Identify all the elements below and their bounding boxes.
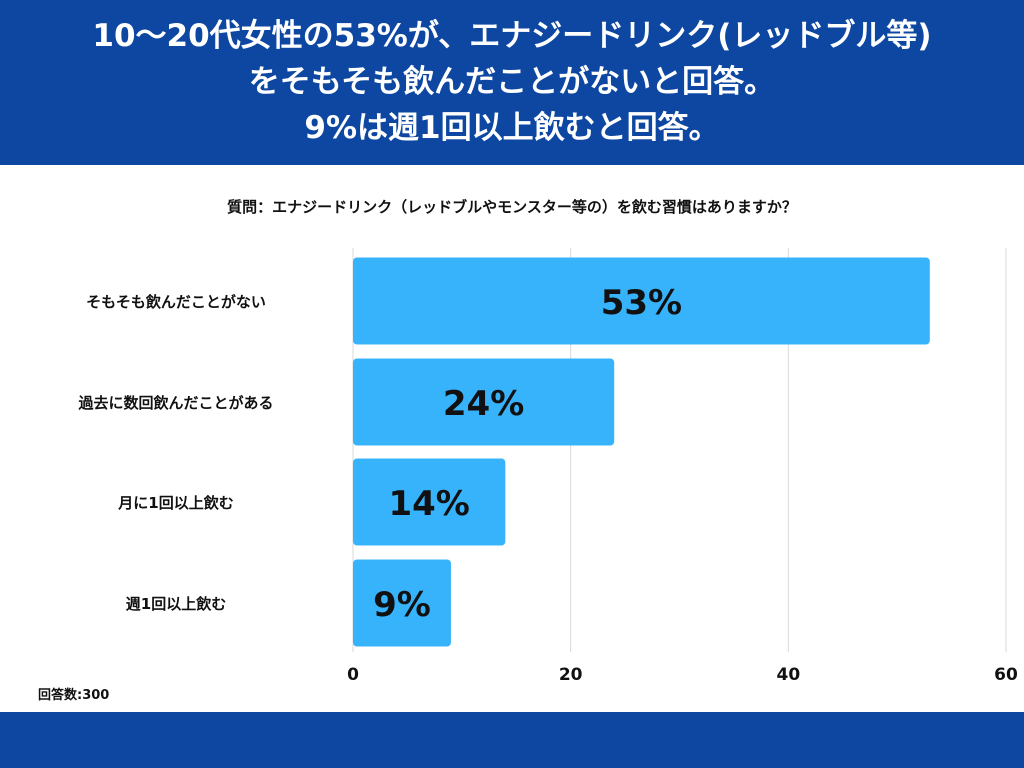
headline: 10〜20代女性の53%が、エナジードリンク(レッドブル等) をそもそも飲んだこ… bbox=[0, 0, 1024, 151]
data-label: 14% bbox=[388, 484, 469, 524]
bar bbox=[353, 458, 506, 546]
data-label: 24% bbox=[443, 384, 524, 424]
x-tick-label: 40 bbox=[776, 665, 800, 685]
x-tick-label: 20 bbox=[559, 665, 583, 685]
chart-title: 質問：エナジードリンク（レッドブルやモンスター等の）を飲む習慣はありますか？ bbox=[227, 198, 797, 216]
header-banner: 10〜20代女性の53%が、エナジードリンク(レッドブル等) をそもそも飲んだこ… bbox=[0, 0, 1024, 165]
headline-line-2: をそもそも飲んだことがないと回答。 bbox=[248, 64, 776, 100]
x-tick-label: 60 bbox=[994, 665, 1018, 685]
respondent-count: 回答数:300 bbox=[38, 688, 110, 703]
data-label: 9% bbox=[373, 585, 431, 625]
bar bbox=[353, 559, 451, 647]
category-label: 月に1回以上飲む bbox=[117, 494, 233, 512]
bar bbox=[353, 257, 930, 345]
headline-line-3: 9%は週1回以上飲むと回答。 bbox=[304, 110, 720, 146]
category-label: 過去に数回飲んだことがある bbox=[77, 394, 273, 412]
category-label: そもそも飲んだことがない bbox=[86, 293, 266, 311]
footer-banner bbox=[0, 712, 1024, 768]
category-label: 週1回以上飲む bbox=[126, 595, 226, 613]
bar bbox=[353, 358, 615, 446]
data-label: 53% bbox=[601, 283, 682, 323]
headline-line-1: 10〜20代女性の53%が、エナジードリンク(レッドブル等) bbox=[92, 18, 932, 54]
x-tick-label: 0 bbox=[347, 665, 359, 685]
